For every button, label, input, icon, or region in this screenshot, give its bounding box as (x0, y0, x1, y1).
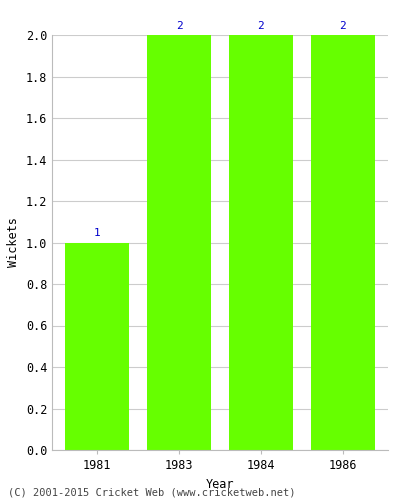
Bar (147, 35, 211, 450)
Text: 2: 2 (258, 21, 264, 31)
X-axis label: Year: Year (206, 478, 234, 490)
Bar (311, 35, 375, 450)
Bar (229, 35, 293, 450)
Text: (C) 2001-2015 Cricket Web (www.cricketweb.net): (C) 2001-2015 Cricket Web (www.cricketwe… (8, 488, 296, 498)
Y-axis label: Wickets: Wickets (7, 218, 20, 268)
Text: 1: 1 (94, 228, 100, 238)
Text: 2: 2 (176, 21, 182, 31)
Bar (65, 242, 129, 450)
Text: 2: 2 (340, 21, 346, 31)
